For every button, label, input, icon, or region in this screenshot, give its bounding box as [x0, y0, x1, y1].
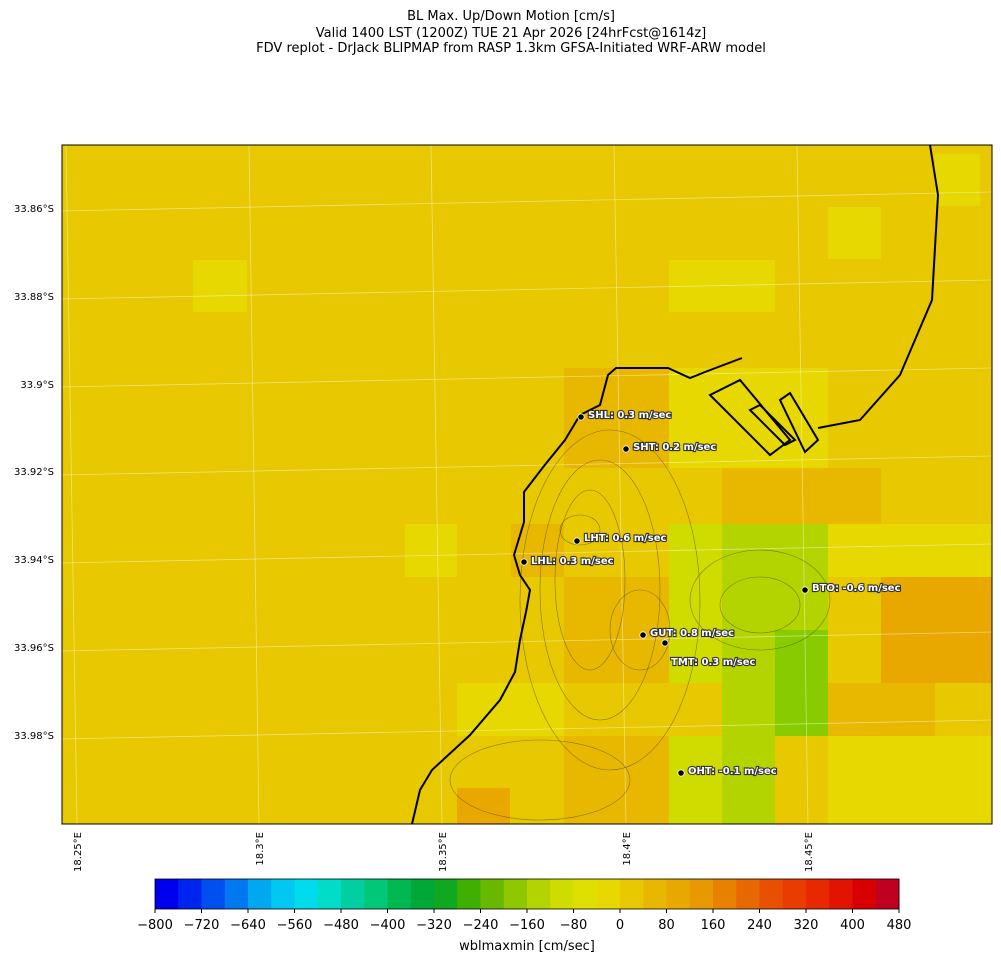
colorbar-tick-label: 480: [887, 918, 912, 933]
colorbar-segment: [527, 879, 551, 909]
colorbar-segment: [550, 879, 574, 909]
lat-label: 33.9°S: [20, 380, 54, 391]
station-dot: [801, 586, 809, 594]
colorbar-segment: [387, 879, 412, 909]
colorbar-segment: [689, 879, 714, 909]
station-label: OHT: -0.1 m/sec: [688, 766, 777, 777]
colorbar-segment: [503, 879, 528, 909]
colorbar-tick-label: −800: [137, 918, 173, 933]
lat-label: 33.94°S: [14, 555, 54, 566]
lon-label: 18.3°E: [255, 832, 266, 866]
station-label: SHT: 0.2 m/sec: [633, 442, 716, 453]
colorbar-segment: [271, 879, 295, 909]
lon-label: 18.4°E: [622, 832, 633, 866]
colorbar-tick-label: −80: [560, 918, 587, 933]
colorbar-tick-label: 320: [794, 918, 819, 933]
colorbar-segment: [178, 879, 202, 909]
colorbar-segment: [294, 879, 319, 909]
colorbar-segment: [852, 879, 877, 909]
station-label: LHL: 0.3 m/sec: [531, 556, 614, 567]
colorbar-tick-label: −480: [323, 918, 359, 933]
colorbar-segment: [620, 879, 644, 909]
station-label: GUT: 0.8 m/sec: [650, 628, 734, 639]
station-dot: [520, 558, 528, 566]
title-line: Valid 1400 LST (1200Z) TUE 21 Apr 2026 […: [316, 26, 707, 41]
colorbar: −800 −720 −640 −560 −480 −400 −320 −240 −160 −80 0…: [137, 878, 912, 933]
title-line: BL Max. Up/Down Motion [cm/s]: [407, 9, 615, 24]
colorbar-segment: [434, 879, 458, 909]
colorbar-tick-label: −320: [416, 918, 452, 933]
station-label: BTO: -0.6 m/sec: [812, 583, 901, 594]
colorbar-segment: [875, 879, 900, 909]
station-label: SHL: 0.3 m/sec: [588, 410, 671, 421]
colorbar-segment: [155, 879, 179, 909]
colorbar-tick-label: −160: [509, 918, 545, 933]
colorbar-tick-label: 0: [616, 918, 624, 933]
colorbar-segment: [248, 879, 272, 909]
lat-label: 33.96°S: [14, 643, 54, 654]
colorbar-segment: [643, 879, 667, 909]
colorbar-segment: [713, 879, 737, 909]
colorbar-segment: [736, 879, 760, 909]
lat-label: 33.98°S: [14, 731, 54, 742]
lat-label: 33.88°S: [14, 292, 54, 303]
lat-label: 33.86°S: [14, 204, 54, 215]
colorbar-segment: [759, 879, 784, 909]
colorbar-segment: [224, 879, 249, 909]
colorbar-tick-label: −240: [463, 918, 499, 933]
colorbar-segment: [317, 879, 342, 909]
station-label: LHT: 0.6 m/sec: [584, 533, 666, 544]
colorbar-tick-label: 400: [840, 918, 865, 933]
colorbar-tick-label: −720: [184, 918, 220, 933]
station-label: TMT: 0.3 m/sec: [671, 657, 756, 668]
lon-label: 18.35°E: [438, 832, 449, 872]
colorbar-tick-label: −640: [230, 918, 266, 933]
colorbar-segment: [666, 879, 691, 909]
colorbar-tick-label: 240: [747, 918, 772, 933]
colorbar-segment: [806, 879, 830, 909]
colorbar-segment: [782, 879, 807, 909]
lat-label: 33.92°S: [14, 467, 54, 478]
colorbar-tick-label: 160: [701, 918, 726, 933]
colorbar-segment: [457, 879, 481, 909]
station-dot: [677, 769, 685, 777]
title-line: FDV replot - DrJack BLIPMAP from RASP 1.…: [256, 41, 766, 56]
lon-label: 18.25°E: [73, 832, 84, 872]
station-dot: [577, 413, 585, 421]
colorbar-tick-label: 80: [658, 918, 675, 933]
station-dot: [639, 631, 647, 639]
station-dot: [661, 639, 669, 647]
colorbar-segment: [573, 879, 598, 909]
colorbar-segment: [596, 879, 621, 909]
colorbar-segment: [829, 879, 853, 909]
station-dot: [622, 445, 630, 453]
lon-label: 18.45°E: [804, 832, 815, 872]
colorbar-segment: [410, 879, 435, 909]
colorbar-segment: [364, 879, 388, 909]
colorbar-segment: [341, 879, 365, 909]
colorbar-label: wblmaxmin [cm/sec]: [459, 939, 595, 954]
colorbar-tick-label: −400: [370, 918, 406, 933]
colorbar-segment: [480, 879, 505, 909]
colorbar-tick-label: −560: [277, 918, 313, 933]
station-dot: [573, 537, 581, 545]
map: [61, 144, 993, 825]
colorbar-segment: [201, 879, 226, 909]
